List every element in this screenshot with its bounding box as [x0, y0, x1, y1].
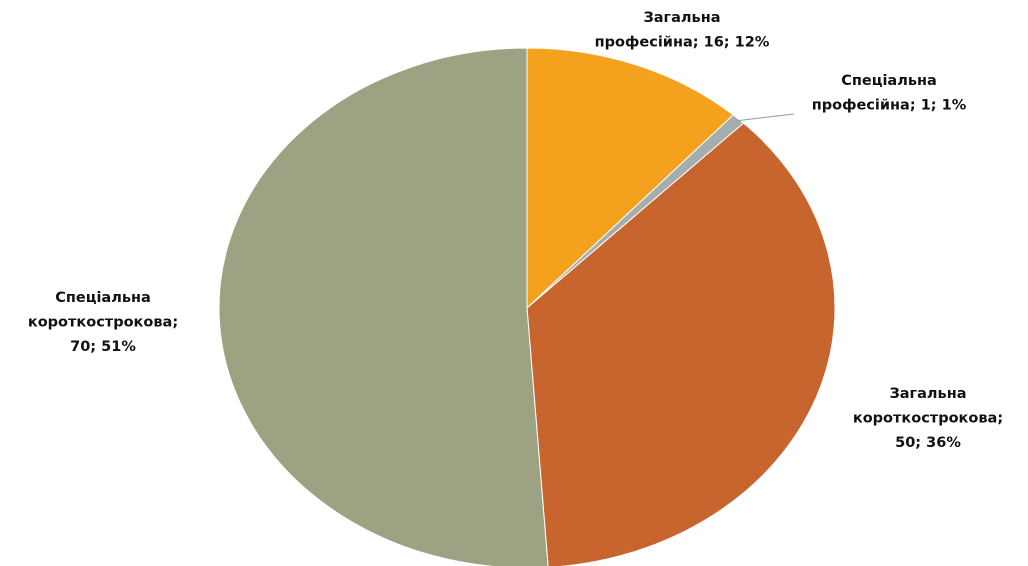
pie-slice [526, 122, 836, 566]
data-label: короткострокова; [28, 315, 178, 331]
data-label: професійна; 1; 1% [812, 98, 967, 114]
data-label: професійна; 16; 12% [595, 35, 770, 51]
data-label: короткострокова; [853, 411, 1003, 427]
data-label: Спеціальна [55, 290, 151, 306]
pie-slice [526, 47, 735, 310]
pie-slice [218, 47, 549, 566]
data-label: 50; 36% [895, 435, 961, 451]
data-label: Загальна [643, 10, 720, 26]
leader-line [736, 113, 795, 122]
data-label: Загальна [889, 386, 966, 402]
data-label: 70; 51% [70, 339, 136, 355]
data-label: Спеціальна [841, 73, 937, 89]
